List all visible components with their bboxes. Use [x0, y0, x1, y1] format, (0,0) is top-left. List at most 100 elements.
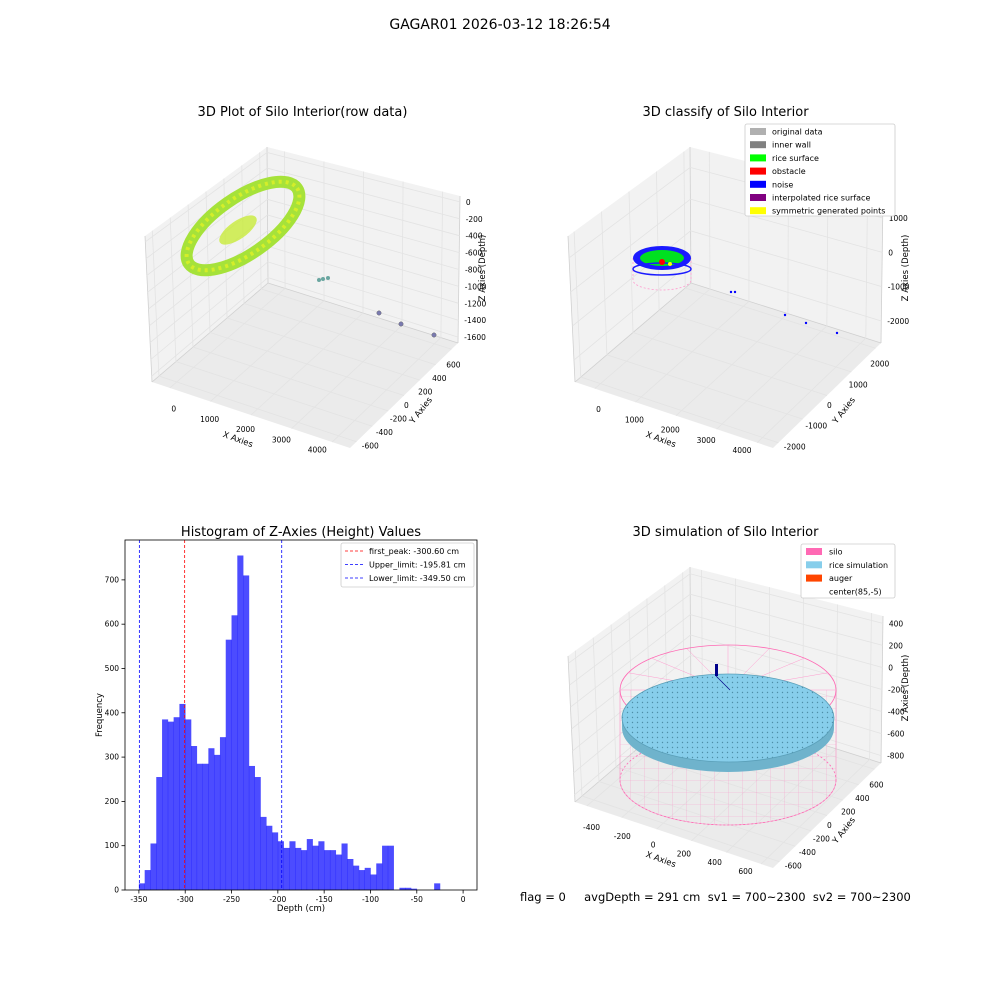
histogram-bar — [156, 777, 163, 890]
z-gridline — [571, 634, 883, 730]
z-axis-label: Z Axies (Depth) — [901, 655, 911, 722]
x-tick-label: 2000 — [236, 425, 255, 434]
x-tick-label: -400 — [583, 823, 600, 832]
histogram-bar — [312, 845, 319, 890]
y-tick-label: 600 — [446, 361, 461, 370]
x-axis-label: Depth (cm) — [277, 904, 325, 914]
z-tick-label: -200 — [888, 686, 905, 695]
histogram-bar — [387, 845, 394, 890]
histogram-bar — [266, 825, 273, 890]
y-gridline — [259, 152, 452, 350]
pane-edge — [690, 282, 882, 344]
legend-swatch — [806, 574, 822, 582]
z-gridline — [568, 573, 883, 664]
histogram-bar — [173, 717, 180, 890]
legend: original data inner wall rice surface obsta… — [744, 123, 896, 217]
z-gridline — [149, 230, 459, 327]
floor-pane — [575, 283, 881, 448]
x-tick-label: -250 — [223, 895, 240, 904]
y-tick-label: 300 — [105, 753, 120, 762]
legend-label: first_peak: -300.60 cm — [369, 547, 459, 556]
y-tick-label: -2000 — [784, 442, 806, 451]
x-tick-label: 1000 — [625, 415, 644, 424]
histogram-bar — [191, 746, 198, 890]
legend-label: Upper_limit: -195.81 cm — [369, 561, 466, 570]
histogram-bar — [272, 832, 279, 890]
legend-swatch — [750, 128, 766, 135]
z-tick-label: -400 — [888, 708, 905, 717]
y-tick-label: 600 — [105, 620, 120, 629]
y-gridline — [223, 178, 420, 381]
x-gridline — [594, 151, 711, 389]
chart-title: 3D classify of Silo Interior — [642, 105, 809, 120]
silo-wire — [632, 258, 692, 291]
figure-title: GAGAR01 2026-03-12 18:26:54 — [389, 17, 611, 33]
z-gridline — [148, 214, 460, 310]
z-gridline — [150, 261, 459, 360]
y-gridline — [205, 191, 405, 396]
legend-swatch — [750, 207, 766, 215]
rice-surface-points — [640, 250, 684, 266]
x-tick-label: -200 — [269, 895, 286, 904]
y-tick-label: -400 — [376, 428, 393, 437]
x-gridline — [756, 192, 868, 444]
chart-title: 3D simulation of Silo Interior — [633, 525, 820, 540]
z-gridline — [570, 614, 883, 708]
outlier-point — [376, 310, 382, 316]
x-tick-label: -50 — [411, 895, 423, 904]
legend-label: rice simulation — [829, 561, 888, 570]
z-tick-label: -600 — [887, 730, 904, 739]
histogram-bar — [202, 763, 209, 890]
x-tick-label: 0 — [596, 405, 601, 414]
auger-shaft — [715, 675, 731, 691]
histogram-bar — [411, 888, 418, 890]
z-gridline — [145, 167, 460, 259]
histogram-bar — [208, 748, 215, 890]
histogram-bar — [318, 841, 325, 890]
histogram-bar — [434, 883, 441, 890]
pane-edge — [567, 235, 576, 383]
rice-center-points — [219, 215, 257, 245]
x-tick-label: 4000 — [308, 446, 327, 455]
chart-title: Histogram of Z-Axies (Height) Values — [181, 525, 421, 540]
z-axis-label: Z Axies (Depth) — [478, 235, 488, 302]
y-tick-label: -200 — [390, 414, 407, 423]
histogram-bar — [382, 845, 389, 890]
legend-label: inner wall — [772, 141, 811, 150]
z-gridline — [145, 152, 461, 243]
y-tick-label: -200 — [813, 834, 830, 843]
symmetric-points — [668, 262, 672, 266]
histogram-bar — [138, 883, 145, 890]
y-tick-label: 500 — [105, 664, 120, 673]
y-gridline — [656, 171, 852, 373]
y-tick-label: 200 — [841, 808, 856, 817]
y-axis-label: Y Axies — [830, 815, 858, 847]
histogram-bar — [353, 865, 360, 890]
y-tick-label: 0 — [114, 886, 119, 895]
legend-swatch — [806, 548, 822, 555]
legend-frame — [800, 543, 896, 599]
noise-point — [783, 313, 787, 317]
x-tick-label: 600 — [738, 867, 753, 876]
histogram-bar — [364, 867, 371, 890]
histogram-bar — [260, 816, 267, 890]
y-tick-label: -1000 — [805, 422, 827, 431]
x-gridline — [331, 191, 444, 443]
outlier-point — [431, 332, 437, 338]
histogram-bar — [341, 843, 348, 890]
histogram-bar — [196, 763, 203, 890]
auger — [715, 664, 718, 676]
histogram-bar — [144, 870, 151, 890]
x-gridline — [210, 161, 325, 402]
y-gridline — [169, 217, 373, 427]
z-tick-label: 200 — [889, 641, 904, 650]
histogram-bar — [399, 887, 406, 890]
x-gridline — [760, 613, 872, 865]
z-tick-label: -1400 — [464, 316, 486, 325]
z-tick-label: -200 — [466, 215, 483, 224]
y-gridline — [241, 165, 436, 366]
histogram-bar — [376, 863, 383, 890]
y-tick-label: 600 — [869, 781, 884, 790]
z-tick-label: -800 — [465, 266, 482, 275]
z-gridline — [151, 277, 459, 377]
